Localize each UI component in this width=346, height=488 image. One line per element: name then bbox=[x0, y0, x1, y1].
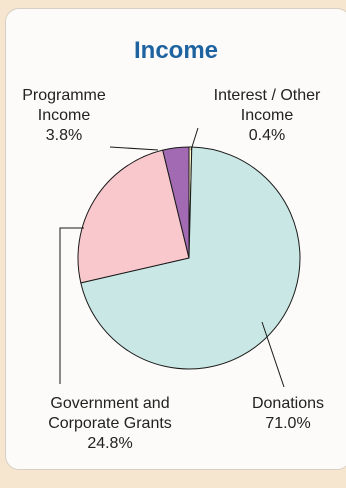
pie-slice-2 bbox=[77, 149, 190, 284]
leader-line-3 bbox=[109, 146, 159, 151]
slice-name-label: Donations bbox=[252, 395, 324, 412]
chart-title: Income bbox=[134, 37, 218, 64]
slice-value-label: 3.8% bbox=[46, 127, 82, 144]
slice-label-1: Donations 71.0% bbox=[252, 395, 324, 432]
leader-line-1 bbox=[261, 321, 285, 388]
slice-value-label: 24.8% bbox=[87, 435, 132, 452]
slice-value-label: 0.4% bbox=[249, 127, 285, 144]
slice-name-label: Corporate Grants bbox=[48, 415, 172, 432]
pie-slice-1 bbox=[80, 146, 301, 370]
slice-value-label: 71.0% bbox=[265, 415, 310, 432]
slice-name-label: Income bbox=[241, 107, 294, 124]
slice-name-label: Income bbox=[38, 107, 91, 124]
slice-name-label: Programme bbox=[22, 87, 106, 104]
leader-line-0 bbox=[190, 127, 199, 151]
slice-label-3: Programme Income 3.8% bbox=[22, 87, 106, 144]
slice-label-0: Interest / Other Income 0.4% bbox=[214, 87, 321, 144]
pie-slice-3 bbox=[162, 146, 190, 259]
slice-name-label: Government and bbox=[50, 395, 169, 412]
slice-name-label: Interest / Other bbox=[214, 87, 321, 104]
leader-line-2 bbox=[59, 227, 84, 384]
slice-label-2: Government and Corporate Grants 24.8% bbox=[48, 395, 172, 452]
